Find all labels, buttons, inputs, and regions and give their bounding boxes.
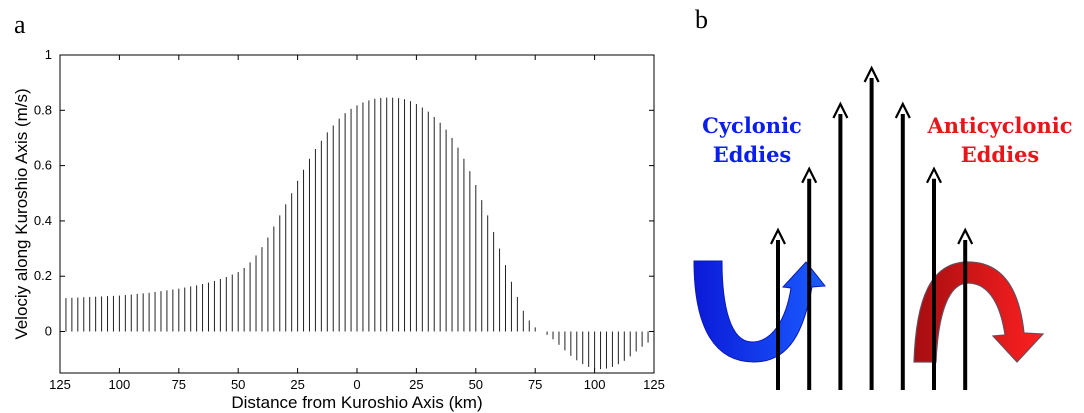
x-tick-label: 125	[643, 377, 665, 392]
x-tick-label: 25	[409, 377, 423, 392]
x-tick-label: 75	[528, 377, 542, 392]
velocity-arrow-2	[801, 166, 818, 390]
x-axis-label: Distance from Kuroshio Axis (km)	[231, 393, 482, 412]
cyclonic-eddies-label: Cyclonic Eddies	[702, 113, 802, 167]
cyclonic-label-line-2: Eddies	[713, 142, 792, 167]
x-tick-label: 100	[584, 377, 606, 392]
anticyclonic-label-line-2: Eddies	[961, 142, 1040, 167]
x-tick-label: 0	[353, 377, 360, 392]
velocity-arrow-7	[957, 227, 974, 390]
x-tick-label: 50	[469, 377, 483, 392]
velocity-chart: 125 100 75 50 25 0 25 50 75 100 125 00.20.40.60.81…	[12, 47, 665, 412]
velocity-arrow-1	[770, 227, 786, 390]
x-tick-label: 125	[49, 377, 71, 392]
y-tick-label: 0.6	[34, 158, 52, 173]
y-tick-label: 0.4	[34, 213, 52, 228]
panel-a-label: a	[14, 10, 26, 39]
y-tick-label: 1	[45, 47, 52, 62]
velocity-bars	[59, 97, 655, 370]
panel-b-label: b	[695, 5, 708, 34]
cyclonic-label-line-1: Cyclonic	[702, 113, 802, 138]
anticyclonic-label-line-1: Anticyclonic	[926, 113, 1072, 138]
velocity-arrow-5	[894, 101, 911, 390]
anticyclonic-eddy-arrow	[913, 261, 1045, 363]
velocity-arrow-3	[832, 101, 849, 390]
anticyclonic-eddies-label: Anticyclonic Eddies	[926, 113, 1072, 167]
x-tick-label: 50	[231, 377, 245, 392]
y-ticks: 0 0.2 0.4 0.6 0.8 1	[34, 47, 654, 339]
x-ticks: 125 100 75 50 25 0 25 50 75 100 125	[49, 55, 665, 392]
y-tick-label: 0	[45, 324, 52, 339]
x-tick-label: 25	[290, 377, 304, 392]
y-tick-label: 0.8	[34, 102, 52, 117]
x-tick-label: 75	[172, 377, 186, 392]
y-axis-label: Velociy along Kuroshio Axis (m/s)	[12, 88, 31, 339]
cyclonic-eddy-arrow	[693, 260, 826, 363]
y-tick-label: 0.2	[34, 268, 52, 283]
velocity-arrows	[770, 65, 974, 390]
velocity-arrow-6	[926, 166, 942, 390]
x-tick-label: 100	[109, 377, 131, 392]
velocity-arrow-4	[863, 65, 880, 390]
